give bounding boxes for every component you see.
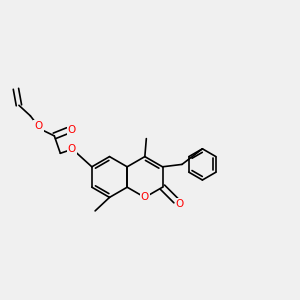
Text: O: O bbox=[176, 199, 184, 209]
Text: O: O bbox=[68, 144, 76, 154]
Text: O: O bbox=[34, 121, 43, 131]
Text: O: O bbox=[141, 192, 149, 203]
Text: O: O bbox=[68, 124, 76, 135]
